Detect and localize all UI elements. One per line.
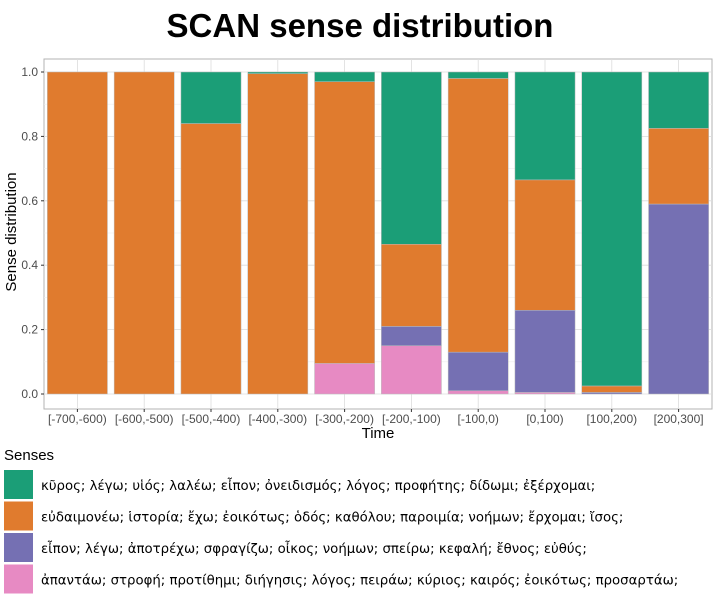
bar-segment — [381, 326, 442, 346]
legend-label: εὐδαιμονέω; ἱστορία; ἔχω; ἐοικότως; ὁδός… — [41, 510, 623, 526]
legend-swatch — [4, 564, 33, 594]
legend-label: ἀπαντάω; στροφή; προτίθημι; διήγησις; λό… — [41, 573, 678, 589]
y-tick-label: 0.2 — [21, 323, 38, 337]
x-tick-label: [100,200) — [586, 412, 637, 426]
legend-swatch — [4, 470, 33, 499]
bar-segment — [247, 71, 309, 74]
bar-segment — [314, 81, 375, 364]
x-tick-label: [-700,-600) — [48, 412, 107, 426]
bar-segment — [648, 71, 709, 129]
chart-title: SCAN sense distribution — [167, 7, 554, 44]
y-tick-label: 0.0 — [21, 387, 38, 401]
x-tick-label: [-400,-300) — [248, 412, 307, 426]
x-axis-ticks: [-700,-600) [-600,-500) [-500,-400) [-400,-… — [48, 409, 704, 426]
bar-segment — [514, 179, 576, 311]
bar-segment — [581, 71, 643, 387]
y-tick-label: 0.8 — [21, 129, 38, 143]
bar-segment — [47, 71, 108, 395]
x-tick-label: [-300,-200) — [315, 412, 374, 426]
x-tick-label: [-200,-100) — [382, 412, 441, 426]
bar-segment — [514, 71, 576, 181]
bar-segment — [581, 385, 643, 393]
legend-label: κῦρος; λέγω; υἱός; λαλέω; εἶπον; ὀνειδισ… — [41, 477, 595, 494]
y-axis-ticks: 0.0 0.2 0.4 0.6 0.8 1.0 — [21, 65, 44, 401]
x-tick-label: [-500,-400) — [182, 412, 241, 426]
x-tick-label: [200,300] — [654, 412, 704, 426]
x-axis-title: Time — [362, 425, 395, 442]
bars — [47, 71, 709, 395]
bar-segment — [381, 71, 442, 245]
bar-segment — [180, 123, 242, 395]
x-tick-label: [-100,0) — [458, 412, 499, 426]
bar-segment — [447, 71, 509, 79]
legend: κῦρος; λέγω; υἱός; λαλέω; εἶπον; ὀνειδισ… — [4, 470, 678, 594]
legend-label: εἶπον; λέγω; ἀποτρέχω; σφραγίζω; οἶκος; … — [41, 540, 587, 557]
x-tick-label: [0,100) — [526, 412, 563, 426]
bar-segment — [381, 345, 442, 395]
bar-segment — [381, 244, 442, 327]
y-tick-label: 0.6 — [21, 194, 38, 208]
x-tick-label: [-600,-500) — [115, 412, 174, 426]
y-tick-label: 1.0 — [21, 65, 38, 79]
bar-segment — [648, 128, 709, 205]
bar-segment — [113, 71, 175, 395]
bar-segment — [447, 78, 509, 353]
bar-segment — [180, 71, 242, 124]
bar-segment — [447, 351, 509, 392]
y-tick-label: 0.4 — [21, 258, 38, 272]
legend-title: Senses — [4, 447, 54, 464]
bar-segment — [314, 363, 375, 395]
bar-segment — [648, 203, 709, 395]
legend-swatch — [4, 533, 33, 562]
bar-segment — [514, 310, 576, 393]
y-axis-title: Sense distribution — [3, 172, 20, 291]
bar-segment — [247, 73, 309, 395]
bar-segment — [314, 71, 375, 82]
legend-swatch — [4, 501, 33, 531]
bar-segment — [447, 390, 509, 395]
